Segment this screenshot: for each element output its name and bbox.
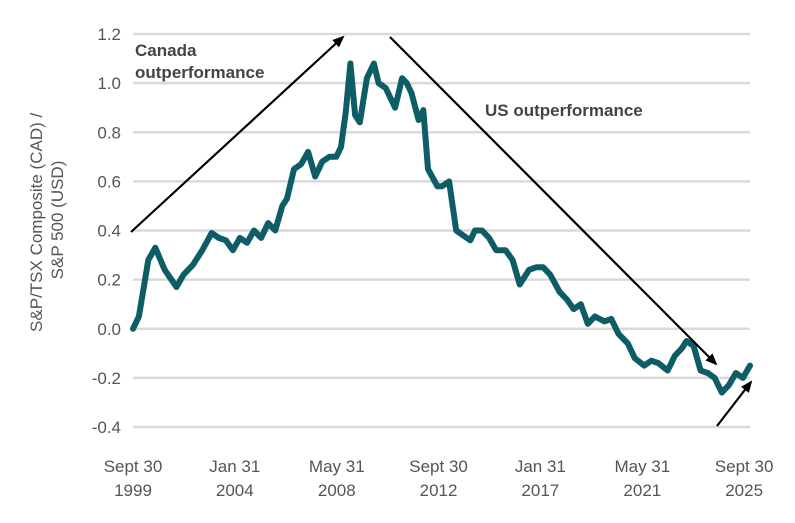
annotation-canada-line-2: outperformance [135, 63, 264, 82]
us-outperformance-arrow [389, 36, 718, 366]
y-tick-label: -0.2 [92, 369, 121, 388]
series-layer [130, 60, 753, 396]
y-tick-label: -0.4 [92, 418, 121, 437]
canada-outperformance-arrow [130, 35, 345, 233]
annotation-us: US outperformance [485, 101, 643, 120]
x-tick-label-year: 2012 [420, 481, 458, 500]
x-tick-label-year: 2025 [725, 481, 763, 500]
y-tick-label: 1.0 [97, 74, 121, 93]
y-tick-label: 0.4 [97, 222, 121, 241]
annotation-canada: Canada outperformance [135, 41, 264, 82]
x-tick-label-year: 2017 [521, 481, 559, 500]
y-axis-ticks: 1.2 1.0 0.8 0.6 0.4 0.2 0.0 -0.2 -0.4 [92, 25, 121, 437]
x-tick-label: Jan 31 [515, 457, 566, 476]
y-axis-label: S&P/TSX Composite (CAD) / S&P 500 (USD) [27, 108, 67, 332]
x-tick-label: Sept 30 [409, 457, 468, 476]
x-tick-label: Sept 30 [104, 457, 163, 476]
x-tick-label-year: 2004 [216, 481, 254, 500]
annotation-canada-line-1: Canada [135, 41, 197, 60]
recent-canada-arrow [716, 380, 753, 427]
y-axis-label-line-1: S&P/TSX Composite (CAD) / [27, 113, 46, 332]
series-line [130, 60, 753, 396]
x-tick-label-year: 2021 [623, 481, 661, 500]
annotation-us-line-1: US outperformance [485, 101, 643, 120]
y-tick-label: 0.6 [97, 172, 121, 191]
y-tick-label: 0.0 [97, 320, 121, 339]
grid-layer [133, 32, 750, 429]
y-tick-label: 0.8 [97, 123, 121, 142]
x-tick-label: May 31 [614, 457, 670, 476]
y-axis-label-line-2: S&P 500 (USD) [48, 161, 67, 280]
x-tick-label-year: 1999 [114, 481, 152, 500]
x-tick-label-year: 2008 [318, 481, 356, 500]
x-tick-label: Jan 31 [209, 457, 260, 476]
x-tick-label: Sept 30 [715, 457, 774, 476]
y-tick-label: 0.2 [97, 271, 121, 290]
x-axis-ticks: Sept 30 1999 Jan 31 2004 May 31 2008 Sept 30 20… [104, 457, 774, 500]
x-tick-label: May 31 [309, 457, 365, 476]
y-tick-label: 1.2 [97, 25, 121, 44]
